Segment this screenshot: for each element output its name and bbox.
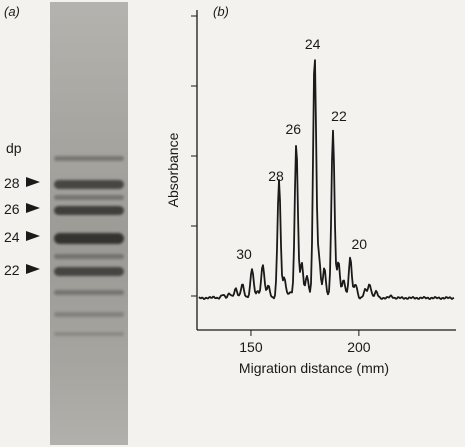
y-axis-label: Absorbance bbox=[165, 132, 181, 207]
peak-label: 24 bbox=[305, 36, 321, 52]
peak-label: 30 bbox=[236, 246, 252, 262]
gel-band bbox=[54, 267, 124, 276]
dp-heading: dp bbox=[6, 140, 22, 156]
x-tick-label: 200 bbox=[347, 339, 371, 355]
gel-band bbox=[54, 254, 124, 259]
peak-label: 22 bbox=[331, 108, 347, 124]
dp-marker-label: 28 bbox=[4, 175, 20, 191]
gel-band bbox=[54, 206, 124, 215]
gel-band bbox=[54, 312, 124, 317]
gel-band bbox=[54, 195, 124, 200]
peak-label: 26 bbox=[285, 121, 301, 137]
gel-band bbox=[54, 156, 124, 161]
arrow-right-icon bbox=[26, 231, 40, 241]
x-axis-label: Migration distance (mm) bbox=[239, 360, 389, 376]
gel-band bbox=[54, 233, 124, 244]
arrow-right-icon bbox=[26, 177, 40, 187]
x-tick-label: 150 bbox=[239, 339, 263, 355]
gel-image bbox=[50, 2, 128, 445]
arrow-right-icon bbox=[26, 264, 40, 274]
dp-marker-label: 26 bbox=[4, 201, 20, 217]
gel-band bbox=[54, 332, 124, 336]
panel-b-label: (b) bbox=[213, 4, 229, 19]
panel-a-label: (a) bbox=[4, 4, 20, 19]
gel-band bbox=[54, 290, 124, 295]
peak-label: 20 bbox=[351, 236, 367, 252]
gel-band bbox=[54, 180, 124, 189]
dp-marker-label: 24 bbox=[4, 229, 20, 245]
arrow-right-icon bbox=[26, 203, 40, 213]
dp-marker-label: 22 bbox=[4, 262, 20, 278]
peak-label: 28 bbox=[268, 168, 284, 184]
absorbance-trace-line bbox=[198, 59, 455, 300]
